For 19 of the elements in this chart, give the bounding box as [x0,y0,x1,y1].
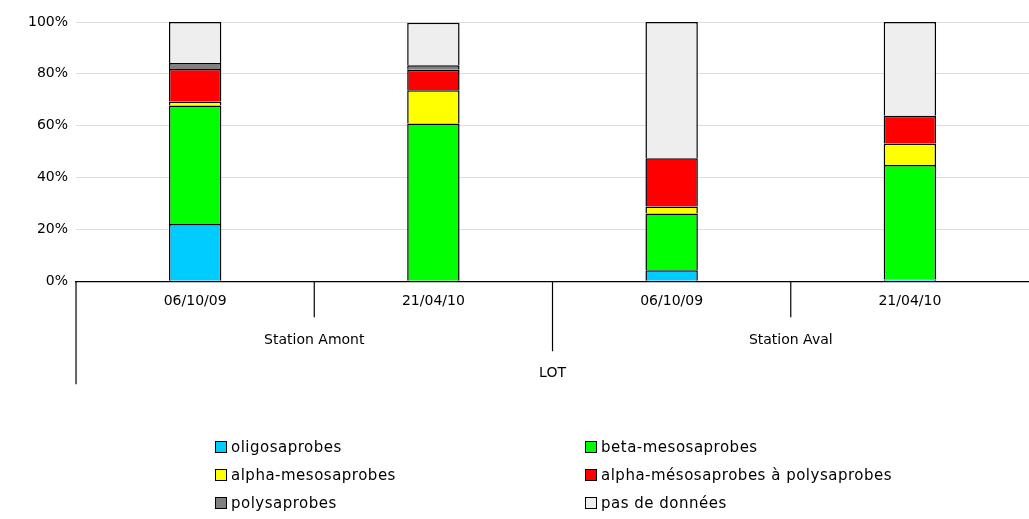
y-tick-label: 60% [36,116,69,133]
y-tick-label: 0% [45,271,69,288]
legend-label: alpha-mesosaprobes [231,466,396,484]
x-tick-label: 06/10/09 [640,292,704,309]
x-tick-label: 21/04/10 [878,292,942,309]
text: Station Aval [748,330,833,347]
legend-label: alpha-mésosaprobes à polysaprobes [601,466,893,484]
x-tick-label: 06/10/09 [163,292,227,309]
y-tick-label: 20% [36,220,69,236]
text: Station Amont [264,330,365,347]
y-tick-label: 40% [36,168,69,185]
x-axis-title: LOT [539,363,567,380]
legend-label: pas de données [601,494,727,512]
y-tick-label: 80% [36,64,69,81]
legend-label: polysaprobes [231,494,337,512]
y-tick-label: 100% [27,12,69,29]
x-tick-label: 21/04/10 [401,292,465,309]
legend-label: beta-mesosaprobes [601,438,758,456]
legend-label: oligosaprobes [231,438,342,456]
